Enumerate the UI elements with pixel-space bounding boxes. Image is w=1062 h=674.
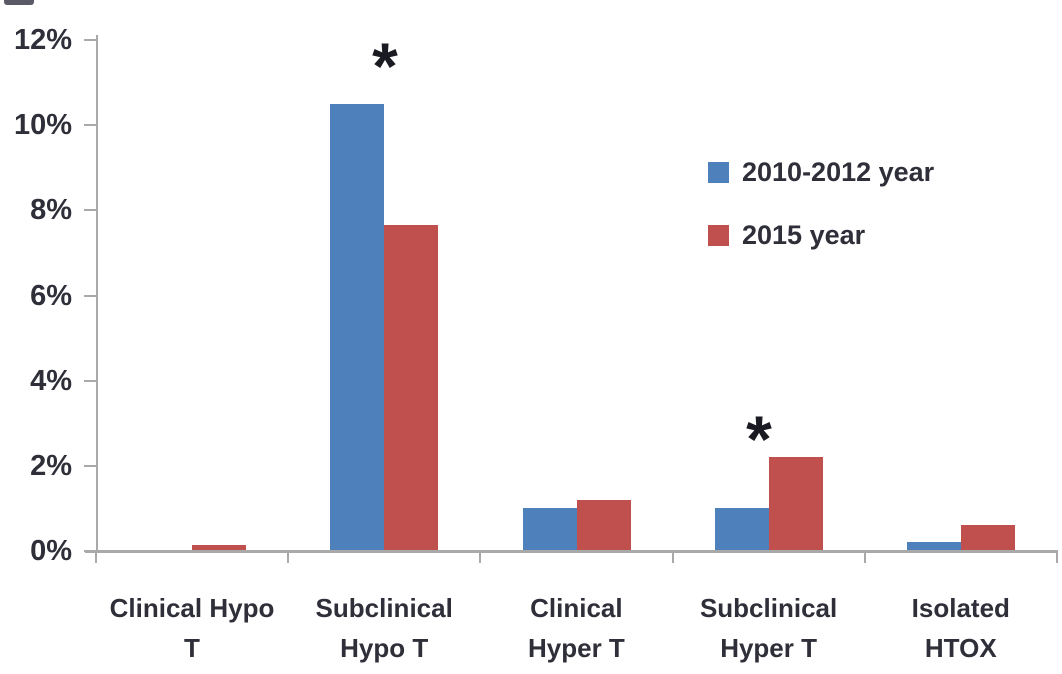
bar-2010-2012-year-cat2 [522, 508, 577, 551]
x-category-label-4: Isolated HTOX [911, 593, 1010, 663]
x-category-label-2: Clinical Hyper T [527, 593, 625, 663]
legend: 2010-2012 year 2015 year [708, 157, 934, 286]
y-tick-label: 2% [30, 449, 72, 482]
y-tick-label: 0% [30, 535, 72, 567]
x-category-label-3: Subclinical Hyper T [699, 593, 838, 663]
cropped-edge-artifact [4, 0, 34, 5]
bar-2010-2012-year-cat3 [714, 508, 769, 551]
y-tick-mark [84, 124, 96, 127]
bar-2015-year-cat4 [960, 525, 1015, 551]
y-tick-label: 6% [30, 279, 72, 312]
legend-item-2015: 2015 year [708, 220, 934, 250]
bar-2010-2012-year-cat4 [906, 542, 961, 551]
legend-item-2010-2012: 2010-2012 year [708, 157, 934, 187]
bar-2015-year-cat0 [192, 544, 247, 551]
y-tick-mark [84, 379, 96, 382]
legend-swatch-blue [708, 161, 729, 183]
bar-2015-year-cat3 [768, 457, 823, 551]
bar-2015-year-cat1 [384, 225, 439, 551]
x-tick-mark [287, 551, 290, 563]
significance-asterisk-1: * [746, 402, 772, 476]
x-tick-mark [95, 551, 97, 563]
y-tick-label: 8% [30, 194, 72, 227]
y-tick-mark [84, 39, 96, 41]
y-tick-mark [84, 294, 96, 297]
x-tick-mark [671, 551, 674, 563]
legend-swatch-red [708, 224, 729, 246]
legend-label-2010-2012: 2010-2012 year [742, 156, 935, 187]
x-category-label-1: Subclinical Hypo T [315, 593, 453, 663]
x-tick-mark [1056, 551, 1058, 563]
significance-asterisk-0: * [372, 29, 398, 103]
y-tick-label: 10% [13, 109, 72, 142]
y-tick-mark [84, 464, 96, 467]
bar-2015-year-cat2 [576, 499, 631, 551]
x-category-label-0: Clinical Hypo T [109, 593, 275, 663]
x-tick-mark [479, 551, 482, 563]
y-axis-line [96, 35, 98, 553]
y-tick-label: 12% [13, 24, 72, 56]
x-axis-line [85, 550, 1058, 553]
bar-2010-2012-year-cat1 [330, 103, 385, 551]
legend-label-2015: 2015 year [742, 219, 866, 250]
x-tick-mark [863, 551, 866, 563]
y-tick-mark [84, 209, 96, 212]
y-tick-label: 4% [30, 364, 72, 397]
